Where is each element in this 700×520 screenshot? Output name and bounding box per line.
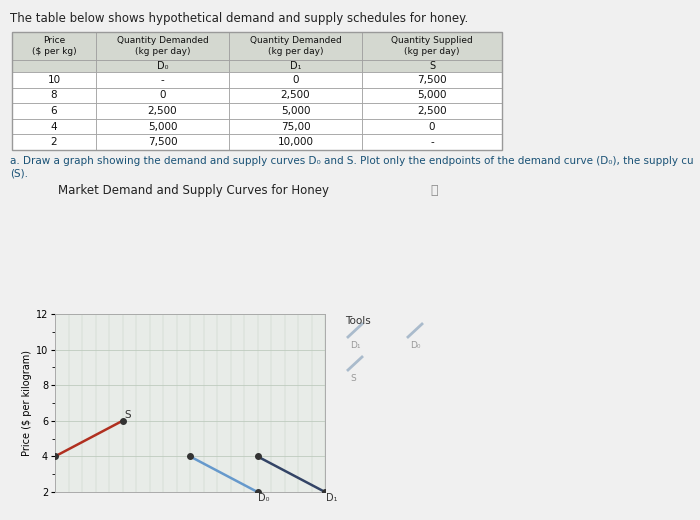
Bar bbox=[96, 60, 229, 72]
Bar bbox=[96, 87, 229, 103]
Text: 2,500: 2,500 bbox=[281, 90, 310, 100]
Bar bbox=[229, 60, 362, 72]
Text: Tools: Tools bbox=[345, 316, 371, 326]
Text: 2,500: 2,500 bbox=[148, 106, 177, 116]
Bar bbox=[362, 134, 502, 150]
Text: 2: 2 bbox=[50, 137, 57, 147]
Text: S: S bbox=[125, 410, 132, 420]
Bar bbox=[229, 72, 362, 87]
Text: 6: 6 bbox=[50, 106, 57, 116]
Text: 10: 10 bbox=[48, 75, 61, 85]
Bar bbox=[12, 87, 96, 103]
Text: 10,000: 10,000 bbox=[277, 137, 314, 147]
Text: Market Demand and Supply Curves for Honey: Market Demand and Supply Curves for Hone… bbox=[58, 184, 329, 197]
Bar bbox=[362, 72, 502, 87]
Text: 5,000: 5,000 bbox=[148, 122, 177, 132]
Text: 0: 0 bbox=[428, 122, 435, 132]
Bar bbox=[12, 32, 502, 150]
Text: 4: 4 bbox=[50, 122, 57, 132]
Text: 8: 8 bbox=[50, 90, 57, 100]
Bar bbox=[12, 119, 96, 134]
Bar bbox=[96, 32, 229, 60]
Bar bbox=[229, 103, 362, 119]
Bar bbox=[229, 87, 362, 103]
Bar bbox=[12, 60, 96, 72]
Text: Quantity Demanded
(kg per day): Quantity Demanded (kg per day) bbox=[250, 36, 342, 56]
Bar bbox=[12, 134, 96, 150]
Text: D₁: D₁ bbox=[326, 493, 337, 503]
Text: Price
($ per kg): Price ($ per kg) bbox=[32, 36, 76, 56]
Text: The table below shows hypothetical demand and supply schedules for honey.: The table below shows hypothetical deman… bbox=[10, 12, 468, 25]
Text: 0: 0 bbox=[160, 90, 166, 100]
Text: 7,500: 7,500 bbox=[148, 137, 177, 147]
Text: Quantity Supplied
(kg per day): Quantity Supplied (kg per day) bbox=[391, 36, 473, 56]
Text: D₀: D₀ bbox=[258, 493, 270, 503]
Text: 5,000: 5,000 bbox=[417, 90, 447, 100]
Text: 5,000: 5,000 bbox=[281, 106, 310, 116]
Y-axis label: Price ($ per kilogram): Price ($ per kilogram) bbox=[22, 350, 32, 456]
Text: S: S bbox=[429, 61, 435, 71]
Text: -: - bbox=[160, 75, 164, 85]
Bar bbox=[96, 72, 229, 87]
Text: 2,500: 2,500 bbox=[417, 106, 447, 116]
Bar bbox=[229, 32, 362, 60]
Bar bbox=[229, 119, 362, 134]
Text: 75,00: 75,00 bbox=[281, 122, 310, 132]
Text: D₀: D₀ bbox=[410, 341, 421, 350]
Bar bbox=[96, 134, 229, 150]
Text: a. Draw a graph showing the demand and supply curves D₀ and S. Plot only the end: a. Draw a graph showing the demand and s… bbox=[10, 156, 694, 166]
Bar bbox=[12, 103, 96, 119]
Bar bbox=[362, 87, 502, 103]
Text: ⓘ: ⓘ bbox=[430, 184, 438, 197]
Text: -: - bbox=[430, 137, 434, 147]
Text: (S).: (S). bbox=[10, 169, 28, 179]
Bar bbox=[362, 60, 502, 72]
Bar bbox=[362, 32, 502, 60]
Text: Quantity Demanded
(kg per day): Quantity Demanded (kg per day) bbox=[117, 36, 209, 56]
Text: S: S bbox=[350, 374, 356, 383]
Bar bbox=[12, 72, 96, 87]
Bar bbox=[362, 119, 502, 134]
Bar bbox=[96, 103, 229, 119]
Text: D₁: D₁ bbox=[350, 341, 360, 350]
Text: 7,500: 7,500 bbox=[417, 75, 447, 85]
Bar bbox=[96, 119, 229, 134]
Text: D₁: D₁ bbox=[290, 61, 301, 71]
Bar bbox=[12, 32, 96, 60]
Bar bbox=[229, 134, 362, 150]
Text: 0: 0 bbox=[293, 75, 299, 85]
Bar bbox=[362, 103, 502, 119]
Text: D₀: D₀ bbox=[157, 61, 168, 71]
